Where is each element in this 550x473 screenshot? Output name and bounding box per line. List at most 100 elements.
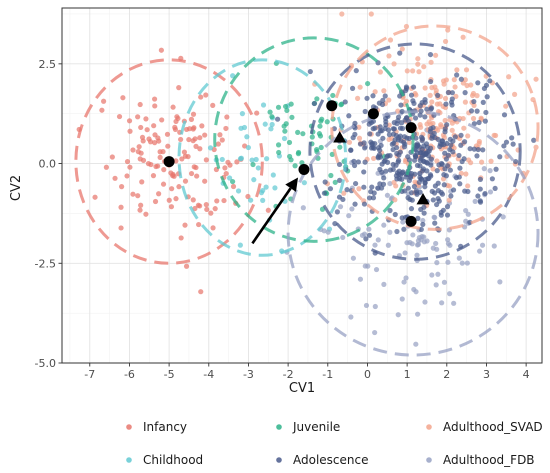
data-point-adolescence [427, 128, 433, 135]
data-point-childhood [268, 126, 274, 132]
data-point-adulthood-svad [503, 103, 509, 109]
plot-panel: -7 -6 -5 -4 -3 -2 -1 0 1 2 3 4 -5.0 -2.5 0.0 2.5 [35, 7, 543, 381]
data-point-adolescence [397, 125, 404, 131]
data-point-adulthood-svad [418, 124, 424, 130]
data-point-adolescence [489, 176, 495, 182]
data-point-adulthood-fdb [463, 207, 469, 214]
data-point-adulthood-fdb [348, 314, 354, 320]
data-point-adolescence [357, 141, 364, 147]
data-point-adulthood-svad [428, 59, 434, 65]
centroid-triangle [333, 131, 347, 143]
data-point-adolescence [449, 96, 455, 102]
data-point-adulthood-svad [491, 132, 497, 138]
data-point-adolescence [443, 156, 450, 162]
data-point-adolescence [447, 146, 453, 153]
data-point-adolescence [435, 136, 441, 143]
centroid-point [367, 108, 379, 120]
data-point-infancy [151, 123, 157, 129]
data-point-infancy [204, 206, 210, 213]
legend-label-adulthood-svad: Adulthood_SVAD [443, 420, 543, 434]
data-point-juvenile [314, 147, 320, 153]
data-point-infancy [227, 162, 233, 168]
data-point-infancy [188, 116, 195, 122]
data-point-juvenile [330, 92, 336, 99]
data-point-infancy [144, 127, 150, 133]
data-point-adulthood-svad [434, 158, 440, 164]
data-point-juvenile [316, 131, 323, 137]
data-point-adolescence [382, 93, 388, 99]
data-point-childhood [270, 172, 276, 178]
data-point-adulthood-svad [454, 67, 460, 73]
data-point-adolescence [413, 135, 419, 141]
ellipse-adulthood-fdb [286, 110, 540, 357]
data-point-infancy [223, 170, 229, 177]
legend-label-adolescence: Adolescence [293, 453, 369, 467]
data-point-infancy [155, 163, 161, 169]
data-point-adolescence [353, 68, 359, 74]
data-point-adulthood-fdb [434, 260, 440, 266]
data-point-adolescence [371, 190, 377, 196]
data-point-childhood [260, 102, 267, 108]
data-point-adolescence [399, 170, 405, 176]
data-point-adolescence [351, 162, 358, 169]
data-point-infancy [135, 193, 141, 199]
data-point-adolescence [456, 152, 462, 159]
data-point-adolescence [424, 168, 430, 174]
data-point-adolescence [457, 181, 463, 187]
ellipse-juvenile [213, 36, 415, 243]
data-point-adolescence [422, 97, 428, 103]
data-point-adolescence [430, 197, 436, 203]
data-point-adolescence [379, 161, 385, 167]
data-point-juvenile [286, 139, 293, 146]
data-point-infancy [182, 178, 189, 184]
data-point-childhood [255, 165, 261, 171]
data-point-adulthood-fdb [372, 242, 378, 248]
data-point-adolescence [379, 101, 386, 108]
data-point-adulthood-svad [446, 183, 453, 189]
data-point-adulthood-svad [451, 77, 457, 83]
data-point-infancy [165, 143, 171, 149]
data-point-adulthood-fdb [300, 205, 306, 211]
data-point-infancy [212, 206, 218, 212]
data-point-childhood [226, 175, 233, 181]
data-point-infancy [109, 154, 115, 160]
data-point-childhood [235, 188, 242, 194]
data-point-adulthood-fdb [337, 204, 344, 210]
data-point-childhood [237, 156, 244, 162]
data-point-adulthood-svad [460, 34, 466, 40]
data-point-adolescence [449, 90, 455, 96]
data-point-adolescence [482, 190, 488, 197]
data-point-infancy [146, 136, 152, 142]
data-point-adulthood-fdb [413, 341, 419, 347]
data-point-infancy [192, 205, 198, 212]
data-point-adolescence [395, 114, 402, 120]
data-point-adolescence [377, 166, 383, 172]
data-point-adolescence [378, 142, 384, 149]
data-point-adolescence [346, 113, 352, 119]
data-point-adolescence [387, 167, 394, 173]
data-point-infancy [130, 191, 136, 197]
data-point-adulthood-svad [372, 89, 378, 95]
data-point-adulthood-svad [462, 77, 468, 83]
data-point-infancy [171, 173, 177, 179]
data-point-adulthood-svad [468, 82, 474, 88]
data-point-adulthood-svad [421, 64, 427, 70]
data-point-adolescence [410, 84, 417, 90]
data-point-infancy [183, 263, 190, 269]
legend-key-adulthood-svad [426, 424, 432, 430]
data-point-infancy [186, 136, 192, 143]
data-point-adolescence [492, 185, 498, 192]
data-point-adolescence [409, 197, 415, 203]
data-point-adolescence [471, 98, 477, 105]
data-point-adulthood-fdb [439, 300, 445, 306]
data-point-adolescence [421, 204, 427, 210]
data-point-adulthood-fdb [464, 260, 470, 266]
data-point-adulthood-fdb [491, 243, 497, 249]
data-point-adolescence [480, 99, 486, 105]
data-point-infancy [118, 204, 124, 210]
data-point-infancy [170, 104, 176, 110]
data-point-adolescence [390, 161, 396, 168]
data-point-adolescence [418, 176, 424, 182]
ellipse-childhood [177, 58, 348, 257]
data-point-adulthood-svad [435, 127, 441, 133]
